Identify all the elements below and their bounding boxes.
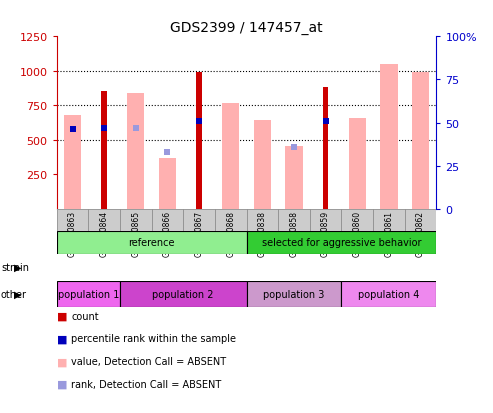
Text: count: count — [71, 311, 99, 321]
FancyBboxPatch shape — [246, 281, 341, 308]
Text: GSM120868: GSM120868 — [226, 210, 235, 256]
Text: reference: reference — [128, 238, 175, 248]
Bar — [101, 92, 107, 209]
Text: GSM120865: GSM120865 — [131, 210, 141, 256]
FancyBboxPatch shape — [310, 209, 341, 232]
Text: value, Detection Call = ABSENT: value, Detection Call = ABSENT — [71, 356, 227, 366]
Title: GDS2399 / 147457_at: GDS2399 / 147457_at — [170, 21, 323, 35]
Text: selected for aggressive behavior: selected for aggressive behavior — [262, 238, 421, 248]
Text: GSM120863: GSM120863 — [68, 210, 77, 256]
Text: ■: ■ — [57, 379, 67, 389]
Text: population 4: population 4 — [358, 289, 420, 299]
Bar — [285, 147, 303, 209]
Text: ■: ■ — [57, 356, 67, 366]
Text: GSM120862: GSM120862 — [416, 210, 425, 256]
Text: ■: ■ — [57, 311, 67, 321]
Bar — [349, 119, 366, 209]
FancyBboxPatch shape — [57, 209, 88, 232]
FancyBboxPatch shape — [405, 209, 436, 232]
Text: other: other — [1, 289, 27, 299]
Text: ■: ■ — [57, 334, 67, 344]
FancyBboxPatch shape — [341, 281, 436, 308]
Bar — [159, 158, 176, 209]
Text: population 1: population 1 — [58, 289, 119, 299]
Bar — [412, 73, 429, 209]
FancyBboxPatch shape — [120, 281, 246, 308]
FancyBboxPatch shape — [215, 209, 246, 232]
Bar — [64, 116, 81, 209]
FancyBboxPatch shape — [88, 209, 120, 232]
Text: population 2: population 2 — [152, 289, 214, 299]
Text: rank, Detection Call = ABSENT: rank, Detection Call = ABSENT — [71, 379, 222, 389]
Text: GSM120866: GSM120866 — [163, 210, 172, 256]
Text: GSM120864: GSM120864 — [100, 210, 108, 256]
Text: ▶: ▶ — [14, 262, 21, 273]
Text: GSM120860: GSM120860 — [352, 210, 362, 256]
Text: GSM120838: GSM120838 — [258, 210, 267, 256]
Bar — [127, 94, 144, 209]
FancyBboxPatch shape — [246, 232, 436, 254]
Text: percentile rank within the sample: percentile rank within the sample — [71, 334, 237, 344]
Text: GSM120858: GSM120858 — [289, 210, 298, 256]
Text: GSM120861: GSM120861 — [385, 210, 393, 256]
Bar — [196, 73, 202, 209]
FancyBboxPatch shape — [152, 209, 183, 232]
FancyBboxPatch shape — [373, 209, 405, 232]
FancyBboxPatch shape — [57, 281, 120, 308]
FancyBboxPatch shape — [341, 209, 373, 232]
Text: GSM120859: GSM120859 — [321, 210, 330, 256]
FancyBboxPatch shape — [246, 209, 278, 232]
FancyBboxPatch shape — [278, 209, 310, 232]
Bar — [323, 88, 328, 209]
Bar — [222, 103, 240, 209]
Text: strain: strain — [1, 262, 29, 273]
FancyBboxPatch shape — [120, 209, 152, 232]
Bar — [380, 65, 397, 209]
Text: GSM120867: GSM120867 — [195, 210, 204, 256]
Text: ▶: ▶ — [14, 289, 21, 299]
FancyBboxPatch shape — [183, 209, 215, 232]
FancyBboxPatch shape — [57, 232, 246, 254]
Text: population 3: population 3 — [263, 289, 324, 299]
Bar — [253, 121, 271, 209]
